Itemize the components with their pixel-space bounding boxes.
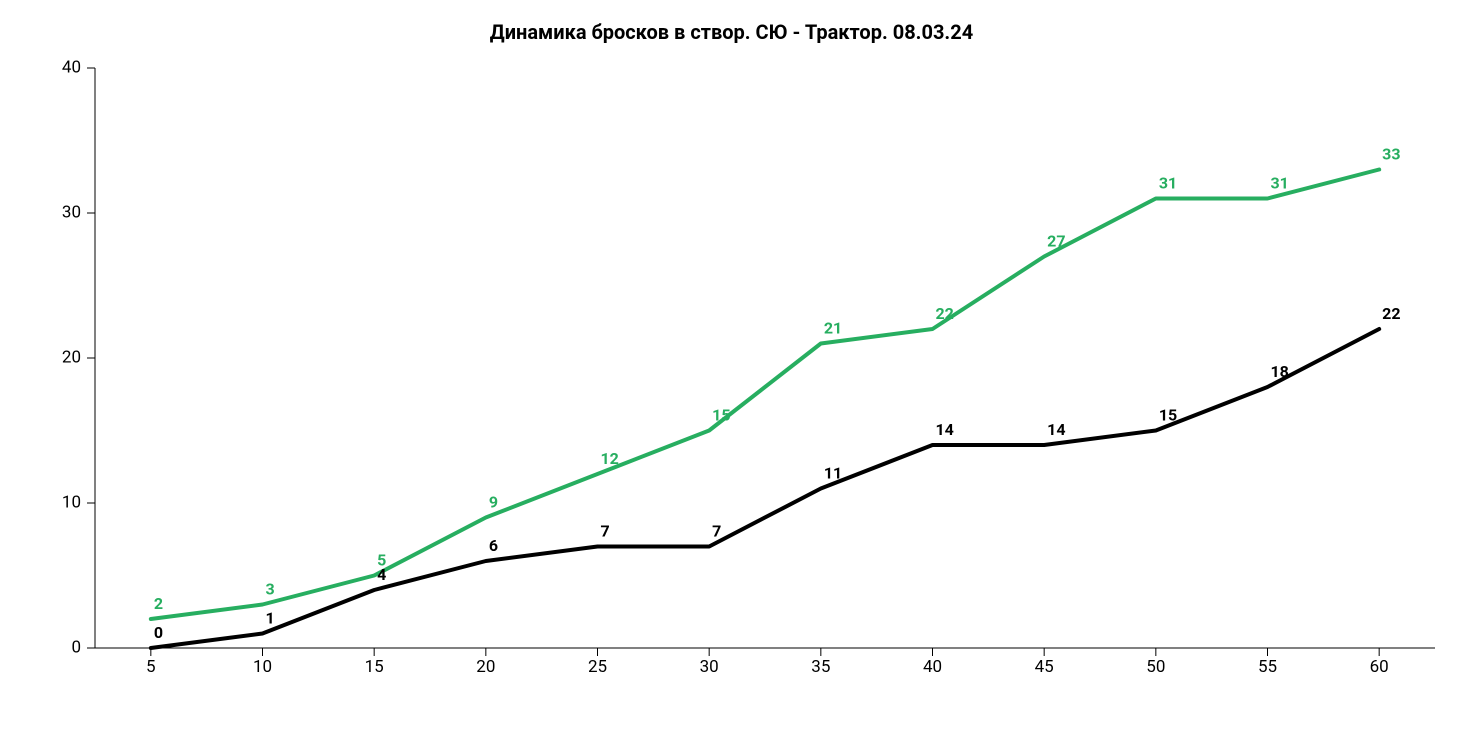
series-b-label: 15 [1159,406,1177,425]
series-a-label: 22 [936,304,954,323]
series-a-label: 31 [1271,174,1289,193]
series-b-label: 0 [154,623,163,642]
x-tick-label: 10 [253,657,272,677]
y-tick-label: 40 [62,57,81,77]
chart-container: Динамика бросков в створ. СЮ - Трактор. … [0,0,1463,731]
x-tick-label: 25 [588,657,607,677]
y-tick-label: 20 [62,347,81,367]
series-a-label: 21 [824,319,842,338]
chart-svg: 0102030405101520253035404550556023591215… [0,0,1463,731]
series-a-label: 33 [1382,145,1400,164]
series-b-label: 14 [936,420,954,439]
series-b-label: 18 [1271,362,1289,381]
series-a-label: 9 [489,493,498,512]
series-b-label: 6 [489,536,498,555]
y-tick-label: 0 [71,637,81,657]
series-b-label: 7 [712,522,721,541]
x-tick-label: 55 [1258,657,1277,677]
x-tick-label: 60 [1370,657,1389,677]
x-tick-label: 30 [700,657,719,677]
x-tick-label: 45 [1035,657,1054,677]
series-a-label: 12 [601,449,619,468]
chart-title: Динамика бросков в створ. СЮ - Трактор. … [0,20,1463,44]
series-b-label: 22 [1382,304,1400,323]
x-tick-label: 5 [146,657,156,677]
series-b-line [151,329,1379,648]
y-tick-label: 30 [62,202,81,222]
series-a-label: 27 [1047,232,1065,251]
series-a-label: 15 [712,406,730,425]
x-tick-label: 40 [923,657,942,677]
x-tick-label: 20 [476,657,495,677]
series-a-label: 2 [154,594,163,613]
series-a-label: 3 [266,580,275,599]
y-tick-label: 10 [62,492,81,512]
series-b-label: 1 [266,609,275,628]
series-b-label: 11 [824,464,842,483]
x-tick-label: 15 [365,657,384,677]
x-tick-label: 50 [1146,657,1165,677]
series-b-label: 4 [377,565,386,584]
series-b-label: 7 [601,522,610,541]
series-b-label: 14 [1047,420,1065,439]
series-a-line [151,170,1379,620]
series-a-label: 31 [1159,174,1177,193]
x-tick-label: 35 [811,657,830,677]
